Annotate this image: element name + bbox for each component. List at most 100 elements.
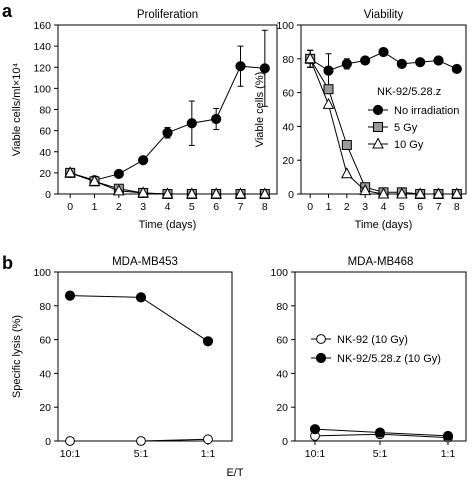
- y-tick-label: 0: [288, 189, 294, 201]
- series-line: [70, 65, 265, 181]
- legend-label: 10 Gy: [394, 139, 424, 151]
- x-tick-label: 1:1: [441, 448, 456, 460]
- panel-letter-a: a: [2, 1, 13, 21]
- x-tick-label: 4: [381, 201, 387, 213]
- data-point: [432, 187, 445, 199]
- data-point: [186, 118, 197, 129]
- data-point: [341, 58, 352, 69]
- y-tick-label: 60: [282, 88, 294, 100]
- y-tick-label: 160: [33, 20, 51, 32]
- series-g10: [304, 49, 463, 199]
- series-line: [309, 58, 457, 195]
- data-point: [88, 174, 101, 186]
- data-point: [341, 167, 353, 179]
- data-point: [415, 57, 426, 68]
- y-tick-label: 140: [33, 41, 51, 53]
- data-point: [341, 139, 352, 150]
- x-tick-label: 8: [454, 201, 460, 213]
- data-point: [359, 184, 371, 196]
- series-line: [309, 58, 457, 195]
- y-tick-label: 20: [282, 155, 294, 167]
- y-tick-label: 100: [33, 267, 51, 279]
- x-tick-label: 0: [307, 201, 313, 213]
- x-tick-label: 8: [262, 201, 268, 213]
- series-noirr: [65, 29, 270, 186]
- legend-marker: [372, 104, 384, 116]
- x-tick-label: 10:1: [60, 448, 81, 460]
- y-tick-label: 0: [45, 436, 51, 448]
- x-tick-label: 5:1: [373, 448, 388, 460]
- data-point: [451, 187, 463, 199]
- data-point: [259, 63, 270, 74]
- data-point: [377, 187, 390, 199]
- data-point: [65, 436, 75, 446]
- y-tick-label: 80: [39, 105, 51, 117]
- y-tick-label: 0: [45, 189, 51, 201]
- x-axis-label: Time (days): [139, 219, 197, 231]
- data-point: [135, 292, 147, 303]
- y-axis-label: Viable cells (%): [254, 72, 266, 148]
- legend-label: NK-92/5.28.z (10 Gy): [337, 353, 441, 365]
- legend-marker: [372, 137, 384, 149]
- chart-4: MDA-MB468 0 20 40 60 80 100 10:1 5:1 1:1 NK-92 (10…: [270, 256, 467, 460]
- data-point: [433, 55, 444, 66]
- chart-title: Proliferation: [137, 9, 198, 21]
- x-tick-label: 3: [362, 201, 368, 213]
- x-tick-label: 7: [436, 201, 442, 213]
- y-tick-label: 100: [33, 83, 51, 95]
- data-point: [259, 187, 271, 199]
- x-tick-label: 3: [140, 201, 146, 213]
- legend-label: 5 Gy: [394, 122, 418, 134]
- data-point: [323, 84, 334, 95]
- y-tick-label: 40: [276, 368, 288, 380]
- data-point: [235, 61, 246, 72]
- y-axis-label: Viable cells/ml×10⁴: [11, 62, 23, 156]
- y-tick-label: 80: [282, 54, 294, 66]
- x-tick-label: 5: [189, 201, 195, 213]
- x-tick-label: 1: [92, 201, 98, 213]
- data-point: [113, 184, 125, 196]
- y-tick-label: 60: [39, 335, 51, 347]
- y-axis-label: Specific lysis (%): [11, 315, 23, 398]
- legend-marker: [373, 122, 383, 132]
- data-point: [378, 46, 389, 58]
- y-tick-label: 80: [276, 301, 288, 313]
- y-tick-label: 0: [282, 436, 288, 448]
- x-tick-label: 4: [165, 201, 171, 213]
- x-tick-label: 2: [344, 201, 350, 213]
- data-point: [396, 187, 408, 199]
- data-point: [162, 127, 173, 138]
- y-tick-label: 100: [276, 20, 294, 32]
- chart-title: Viability: [364, 9, 404, 21]
- data-point: [137, 186, 149, 198]
- series-g10: [64, 166, 271, 199]
- y-tick-label: 60: [39, 126, 51, 138]
- data-point: [234, 187, 247, 199]
- y-tick-label: 20: [39, 402, 51, 414]
- x-tick-label: 1:1: [201, 448, 216, 460]
- data-point: [203, 434, 213, 445]
- chart-1: Proliferation 0 20 40 60 80 100 120 140 160 0 1 2 3 4 5…: [11, 9, 278, 231]
- x-tick-label: 1: [326, 201, 332, 213]
- y-tick-label: 20: [276, 402, 288, 414]
- data-point: [64, 166, 76, 178]
- data-point: [322, 97, 335, 109]
- y-tick-label: 20: [39, 168, 51, 180]
- x-tick-label: 2: [116, 201, 122, 213]
- panel-letter-b: b: [2, 253, 13, 273]
- data-point: [323, 65, 334, 76]
- y-tick-label: 80: [39, 301, 51, 313]
- chart-3: MDA-MB453 0 20 40 60 80 100 10:1 5:1 1:1 Specific …: [11, 256, 233, 460]
- x-axis-label: Time (days): [355, 219, 413, 231]
- legend-marker: [315, 352, 327, 364]
- legend-label: No irradiation: [394, 105, 459, 117]
- y-tick-label: 120: [33, 62, 51, 74]
- legend: NK-92/5.28.z No irradiation 5 Gy 10 Gy: [368, 86, 459, 151]
- data-point: [309, 424, 321, 435]
- y-tick-label: 60: [276, 335, 288, 347]
- data-point: [136, 436, 146, 446]
- legend-title: NK-92/5.28.z: [377, 86, 441, 98]
- legend-marker: [316, 334, 326, 344]
